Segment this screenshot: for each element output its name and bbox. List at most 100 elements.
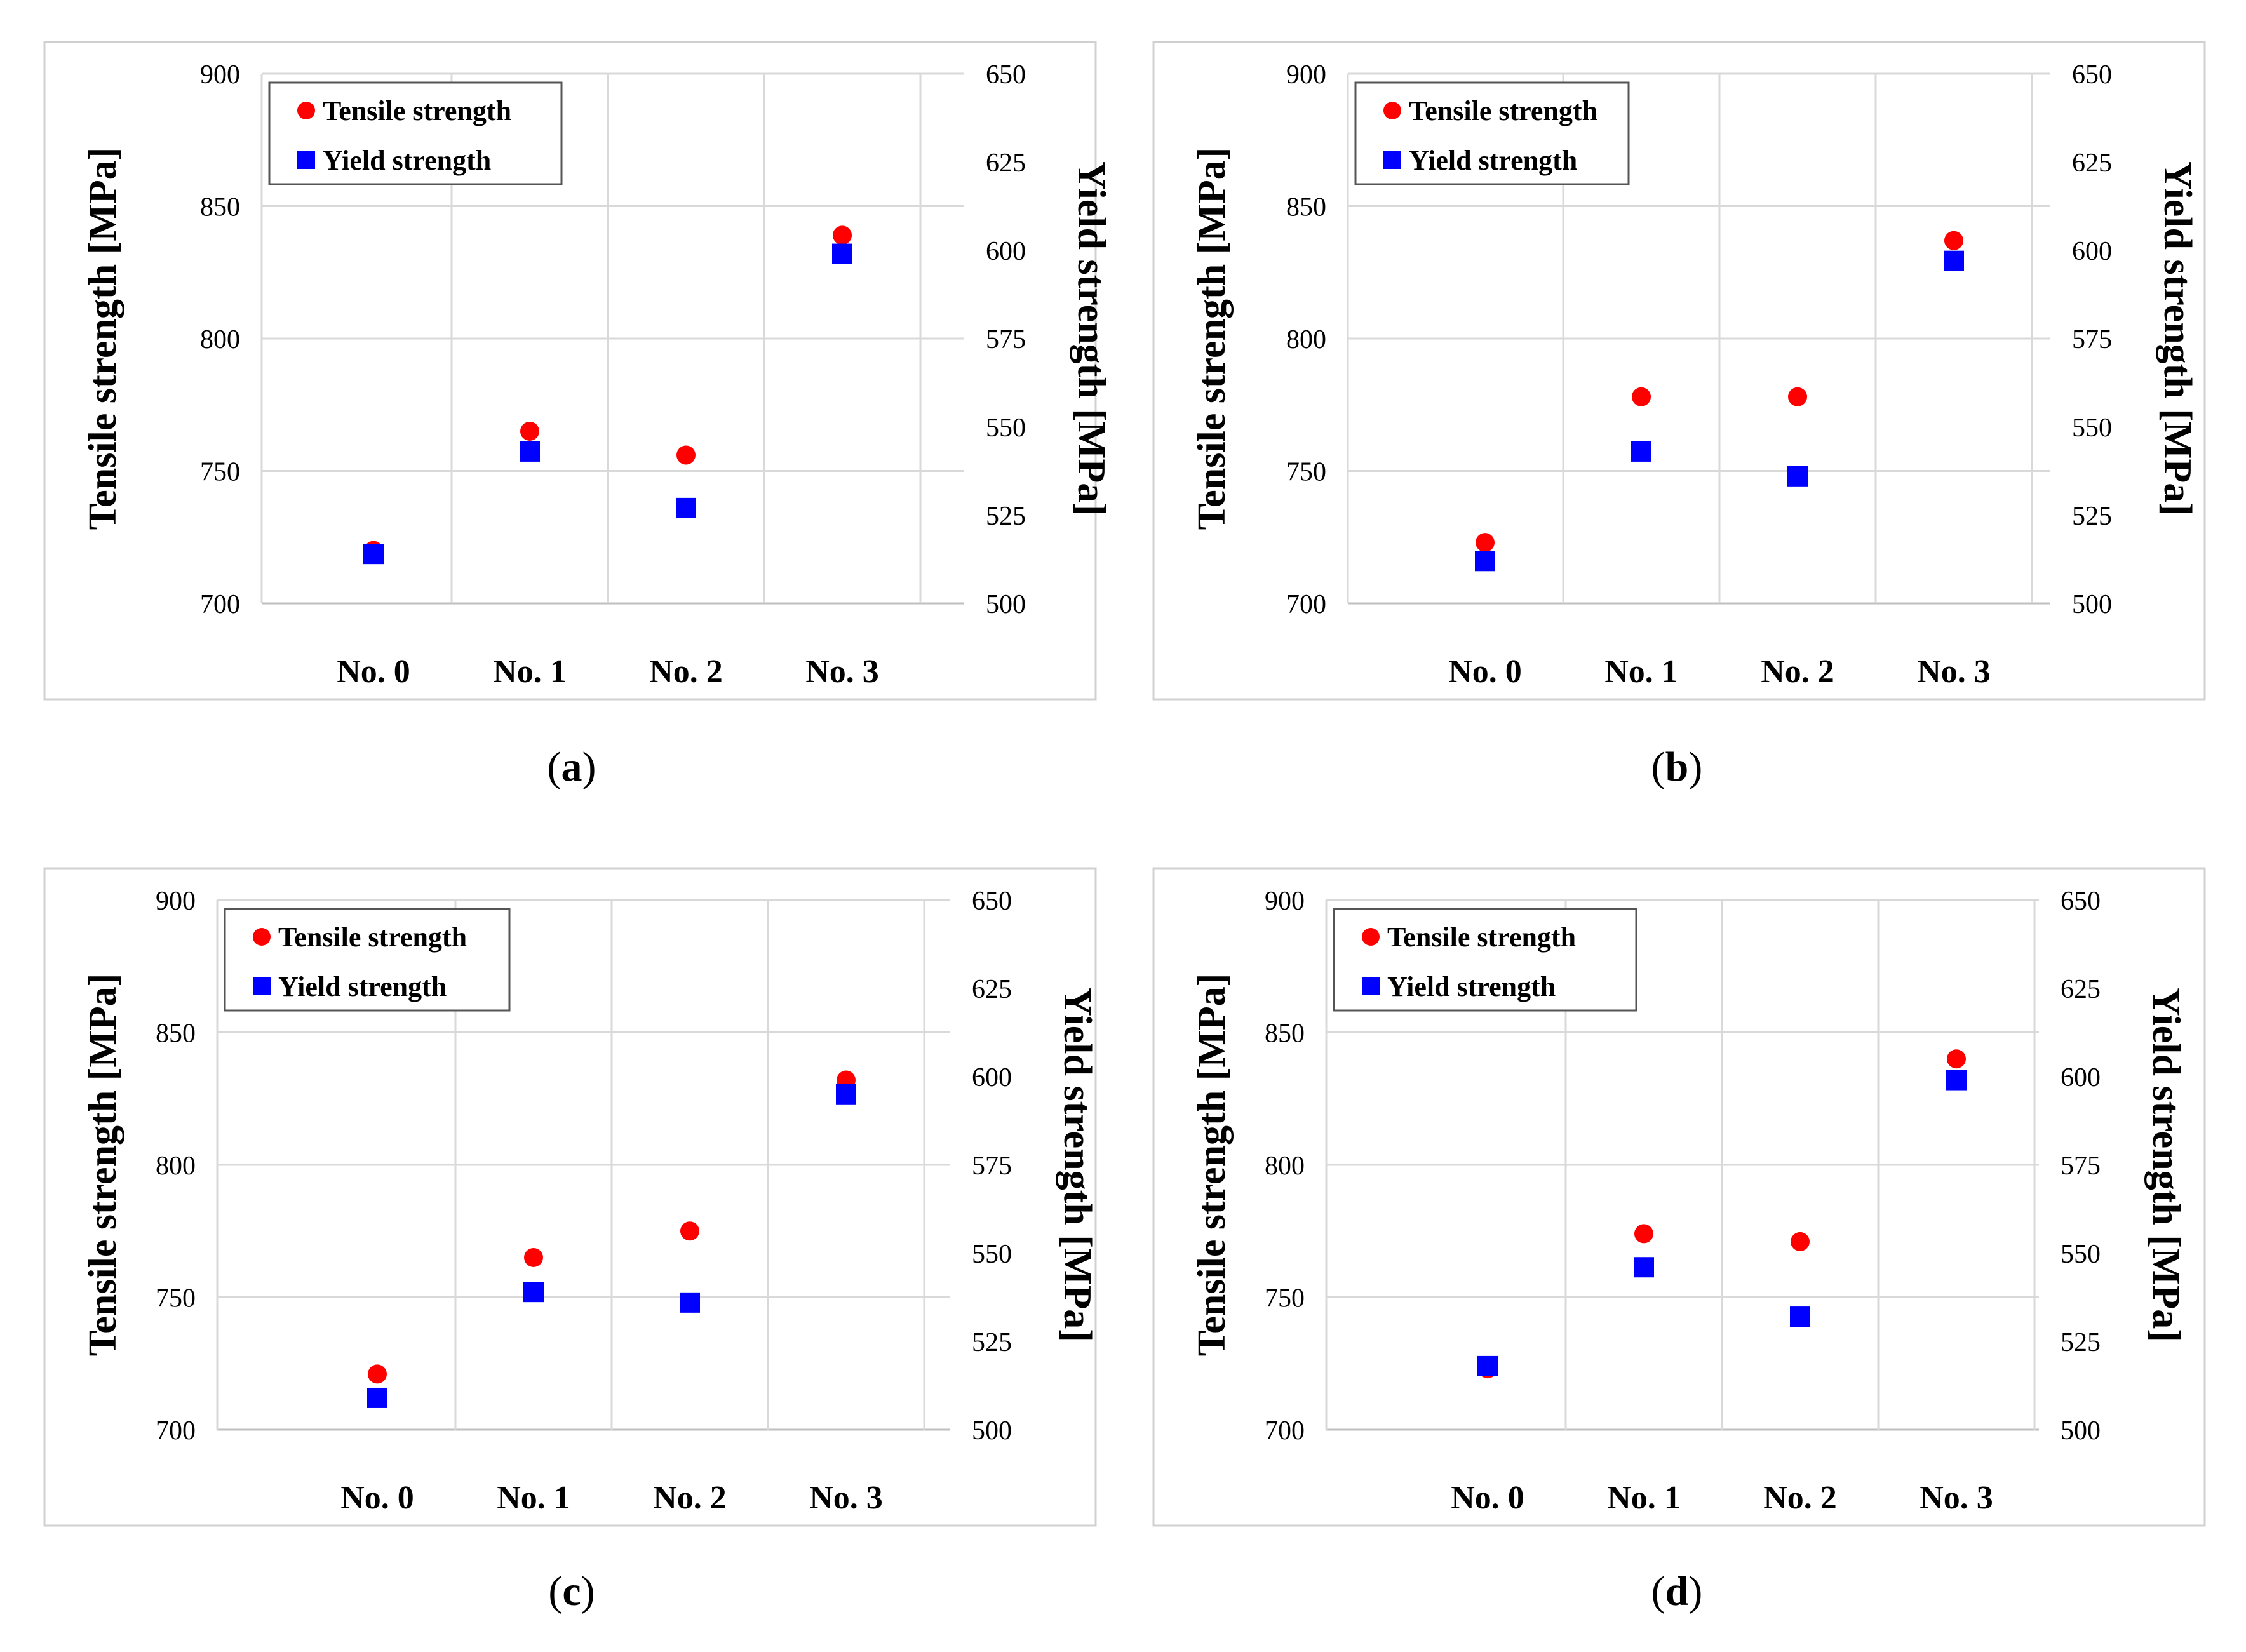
chart-b-ytick-850: 850: [1286, 193, 1326, 222]
chart-a-ytick-850: 850: [200, 193, 240, 222]
chart-b-y2tick-600: 600: [2072, 237, 2112, 266]
chart-d-yield-point-2: [1790, 1306, 1810, 1327]
chart-c-ytick-700: 700: [156, 1416, 196, 1446]
chart-b-ytick-750: 750: [1286, 458, 1326, 487]
chart-a-xtick-2: No. 2: [649, 654, 723, 690]
chart-c-y2tick-650: 650: [972, 887, 1012, 916]
chart-b-y2tick-525: 525: [2072, 502, 2112, 531]
chart-c-xtick-2: No. 2: [653, 1480, 727, 1516]
chart-a-y2tick-550: 550: [986, 413, 1026, 443]
chart-b-y2tick-625: 625: [2072, 149, 2112, 178]
chart-b-legend-yield-label: Yield strength: [1409, 145, 1577, 176]
chart-d-ytick-850: 850: [1265, 1019, 1305, 1049]
chart-c-ytick-900: 900: [156, 887, 196, 916]
chart-a-ytick-750: 750: [200, 458, 240, 487]
chart-a-legend-yield-label: Yield strength: [323, 145, 491, 176]
chart-a-legend-tensile-marker: [297, 102, 315, 119]
chart-c-xtick-0: No. 0: [340, 1480, 414, 1516]
chart-b-tensile-point-0: [1476, 533, 1495, 553]
chart-b-frame: [1152, 41, 2206, 701]
chart-a-y2label: Yield strength [MPa]: [1070, 161, 1113, 516]
chart-c-legend-tensile-marker: [253, 928, 271, 946]
chart-a-y2tick-600: 600: [986, 237, 1026, 266]
caption-b: (b): [1651, 744, 1703, 790]
chart-b-xtick-2: No. 2: [1761, 654, 1834, 690]
chart-d-xtick-0: No. 0: [1451, 1480, 1524, 1516]
chart-b-yield-point-3: [1944, 250, 1964, 271]
chart-a-tensile-point-1: [520, 421, 539, 441]
chart-d-xtick-3: No. 3: [1920, 1480, 1993, 1516]
chart-d-tensile-point-1: [1634, 1224, 1653, 1244]
caption-c-letter: c: [562, 1568, 581, 1615]
chart-b-y2tick-550: 550: [2072, 413, 2112, 443]
chart-c-tensile-point-0: [368, 1364, 387, 1384]
chart-a-y2tick-575: 575: [986, 325, 1026, 354]
chart-c-xtick-3: No. 3: [809, 1480, 883, 1516]
chart-d-yield-point-0: [1477, 1355, 1498, 1376]
chart-d-yield-point-3: [1946, 1070, 1967, 1091]
chart-b-yield-point-0: [1475, 551, 1495, 572]
caption-a-letter: a: [561, 744, 582, 790]
chart-b-xtick-3: No. 3: [1917, 654, 1991, 690]
chart-d-ylabel: Tensile strength [MPa]: [1190, 974, 1234, 1357]
chart-d-y2tick-500: 500: [2061, 1416, 2101, 1446]
chart-c-yield-point-1: [523, 1282, 544, 1303]
chart-b-ylabel: Tensile strength [MPa]: [1190, 147, 1234, 530]
chart-b-yield-point-2: [1787, 466, 1808, 487]
chart-a-legend: Tensile strength Yield strength: [268, 81, 563, 185]
chart-c-yield-point-0: [367, 1387, 387, 1408]
chart-d-xtick-2: No. 2: [1763, 1480, 1837, 1516]
chart-d: 700 750 800 850 900 500 525 550 575 600 625 650 No. …: [1152, 867, 2206, 1527]
chart-a-tensile-point-2: [676, 445, 696, 465]
chart-d-legend-box: [1333, 908, 1637, 1012]
chart-b-tensile-point-2: [1788, 387, 1807, 406]
chart-c: 700 750 800 850 900 500 525 550 575 600 625 650 No. …: [43, 867, 1099, 1527]
chart-c-ytick-850: 850: [156, 1019, 196, 1049]
chart-d-ytick-750: 750: [1265, 1284, 1305, 1313]
chart-b-ytick-700: 700: [1286, 590, 1326, 619]
chart-a-y2tick-650: 650: [986, 60, 1026, 90]
chart-b-xtick-0: No. 0: [1448, 654, 1522, 690]
chart-a-ytick-800: 800: [200, 325, 240, 354]
chart-b-ytick-800: 800: [1286, 325, 1326, 354]
chart-b-y2tick-575: 575: [2072, 325, 2112, 354]
chart-b-legend-tensile-marker: [1383, 102, 1401, 119]
chart-d-y2tick-650: 650: [2061, 887, 2101, 916]
chart-d-xtick-1: No. 1: [1607, 1480, 1681, 1516]
chart-a: 700 750 800 850 900 500 525 550 575 600 625 650 No. …: [43, 41, 1113, 701]
chart-c-yield-point-2: [680, 1292, 700, 1313]
chart-b-xtick-1: No. 1: [1604, 654, 1678, 690]
chart-a-y2tick-625: 625: [986, 149, 1026, 178]
chart-b-ytick-900: 900: [1286, 60, 1326, 90]
chart-a-legend-tensile-label: Tensile strength: [323, 95, 511, 126]
chart-a-yield-point-1: [520, 441, 540, 462]
caption-c: (c): [548, 1568, 595, 1615]
chart-b-y2tick-650: 650: [2072, 60, 2112, 90]
chart-a-y2tick-525: 525: [986, 502, 1026, 531]
chart-c-y2tick-500: 500: [972, 1416, 1012, 1446]
chart-c-tensile-point-2: [680, 1221, 699, 1241]
chart-d-y2tick-550: 550: [2061, 1240, 2101, 1269]
chart-b: 700 750 800 850 900 500 525 550 575 600 625 650 No. …: [1152, 41, 2206, 701]
chart-c-y2tick-625: 625: [972, 975, 1012, 1004]
chart-d-y2tick-625: 625: [2061, 975, 2101, 1004]
chart-c-legend-tensile-label: Tensile strength: [278, 922, 467, 953]
chart-d-y2tick-575: 575: [2061, 1152, 2101, 1181]
chart-a-y2tick-500: 500: [986, 590, 1026, 619]
chart-c-legend-yield-marker: [253, 977, 271, 995]
chart-d-y2tick-600: 600: [2061, 1063, 2101, 1092]
caption-d-letter: d: [1665, 1568, 1689, 1615]
chart-b-tensile-point-3: [1944, 231, 1963, 250]
chart-d-y2label: Yield strength [MPa]: [2144, 988, 2188, 1342]
chart-a-xtick-1: No. 1: [493, 654, 567, 690]
chart-d-ytick-800: 800: [1265, 1152, 1305, 1181]
chart-a-xtick-3: No. 3: [805, 654, 879, 690]
chart-c-ytick-750: 750: [156, 1284, 196, 1313]
chart-c-frame: [43, 867, 1097, 1527]
caption-a: (a): [547, 744, 596, 790]
chart-b-tensile-point-1: [1632, 387, 1651, 406]
chart-a-ytick-900: 900: [200, 60, 240, 90]
chart-d-legend: Tensile strength Yield strength: [1333, 908, 1637, 1012]
